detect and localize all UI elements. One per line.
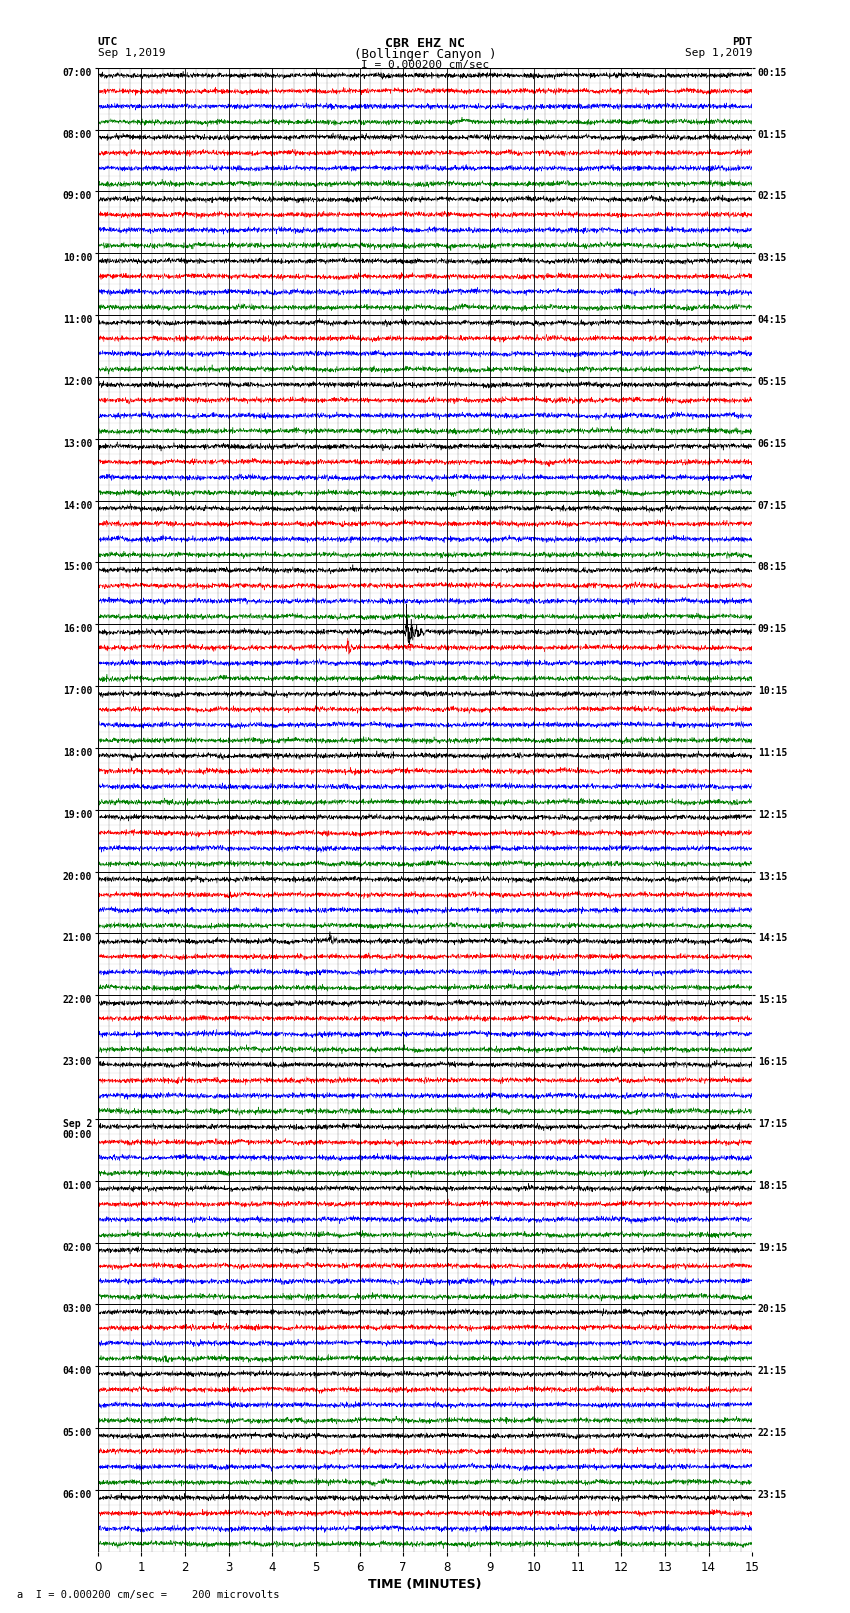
Text: (Bollinger Canyon ): (Bollinger Canyon ) xyxy=(354,48,496,61)
Text: Sep 1,2019: Sep 1,2019 xyxy=(685,48,752,58)
Text: a  I = 0.000200 cm/sec =    200 microvolts: a I = 0.000200 cm/sec = 200 microvolts xyxy=(17,1590,280,1600)
Text: I = 0.000200 cm/sec: I = 0.000200 cm/sec xyxy=(361,60,489,69)
Text: Sep 1,2019: Sep 1,2019 xyxy=(98,48,165,58)
Text: UTC: UTC xyxy=(98,37,118,47)
Text: CBR EHZ NC: CBR EHZ NC xyxy=(385,37,465,50)
Text: PDT: PDT xyxy=(732,37,752,47)
X-axis label: TIME (MINUTES): TIME (MINUTES) xyxy=(368,1578,482,1590)
